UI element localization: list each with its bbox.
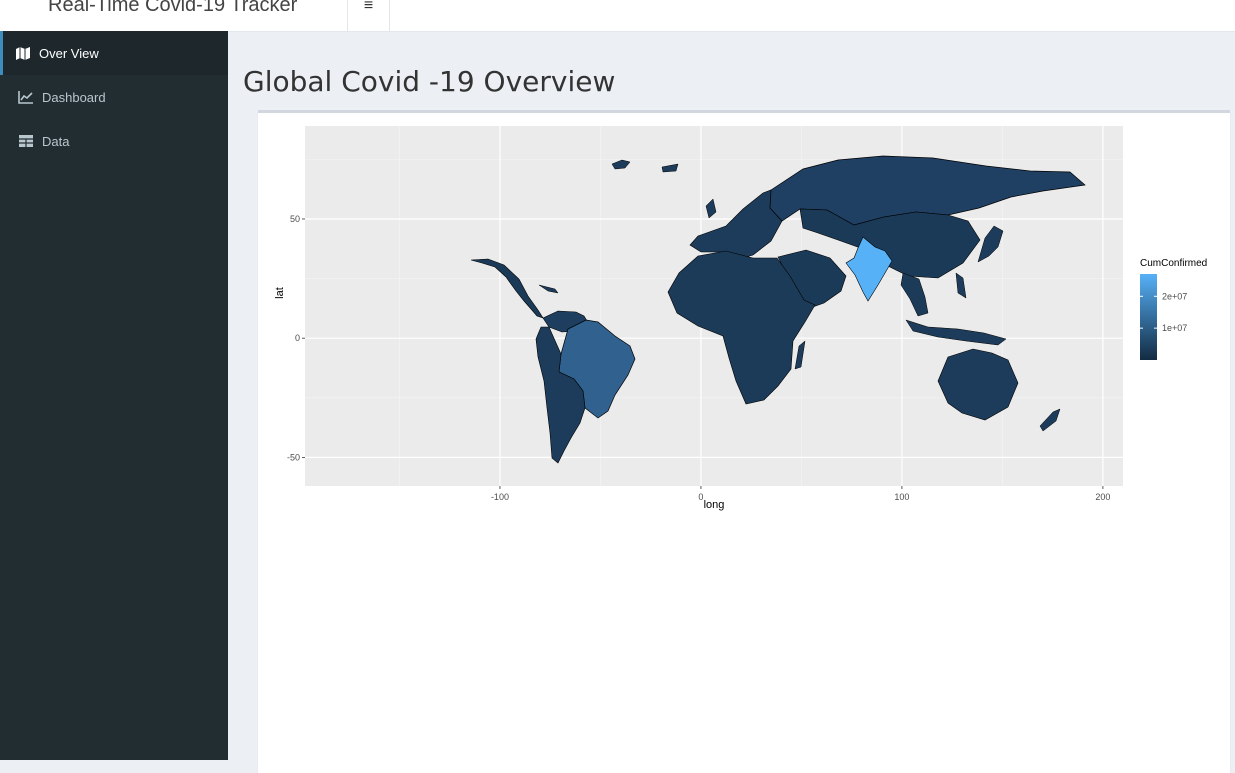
country-southeast-asia [900, 272, 929, 317]
legend-label: 1e+07 [1162, 323, 1187, 333]
y-tick-label: 0 [295, 333, 300, 343]
hamburger-icon: ≡ [363, 0, 374, 14]
country-europe [689, 189, 783, 260]
sidebar-toggle-button[interactable]: ≡ [347, 0, 390, 31]
sidebar-item-over-view[interactable]: Over View [0, 31, 228, 75]
sidebar-item-dashboard[interactable]: Dashboard [0, 75, 228, 119]
legend-label: 2e+07 [1162, 291, 1187, 301]
page-title: Global Covid -19 Overview [243, 65, 616, 98]
country-madagascar [794, 340, 806, 370]
legend-title: CumConfirmed [1140, 258, 1207, 269]
x-tick-label: 200 [1095, 492, 1110, 502]
y-tick-label: -50 [287, 452, 300, 462]
main-content: Global Covid -19 Overview [228, 31, 1235, 773]
x-tick-label: -100 [491, 492, 509, 502]
sidebar-item-label: Dashboard [42, 89, 106, 105]
table-icon [19, 135, 33, 147]
sidebar-item-label: Data [42, 133, 70, 149]
country-japan [977, 225, 1004, 263]
country-philippines [955, 272, 967, 299]
country-caribbean [538, 284, 559, 294]
country-africa [667, 250, 816, 405]
country-china-central-asia [799, 208, 981, 279]
country-andes-southern-cone [535, 326, 586, 464]
y-tick-label: 50 [290, 214, 300, 224]
x-axis-label: long [704, 499, 725, 511]
sidebar-item-label: Over View [39, 45, 99, 61]
country-north-america [470, 258, 544, 319]
country-australia [937, 348, 1019, 421]
app-title: Real-Time Covid-19 Tracker [48, 0, 298, 16]
country-arctic-islands [611, 159, 631, 170]
sidebar-item-data[interactable]: Data [0, 119, 228, 163]
x-tick-label: 100 [894, 492, 909, 502]
axes: -100 0 100 200 -50 0 50 [287, 214, 1110, 502]
country-uk [705, 198, 717, 219]
country-indonesia [905, 319, 1007, 346]
legend: CumConfirmed 2e+07 1e+07 [1140, 258, 1207, 360]
country-india [845, 236, 893, 302]
country-new-zealand [1039, 408, 1061, 432]
legend-colorbar [1140, 274, 1157, 360]
country-iceland [661, 163, 679, 173]
world-map-chart: -100 0 100 200 -50 0 50 long lat CumConfirmed … [274, 126, 1207, 511]
map-panel: -100 0 100 200 -50 0 50 long lat CumConfirmed … [258, 110, 1230, 773]
sidebar: Over View Dashboard Data [0, 31, 228, 760]
map-icon [16, 47, 30, 60]
y-axis-label: lat [274, 287, 286, 299]
line-chart-icon [18, 91, 33, 104]
header-bar: Real-Time Covid-19 Tracker ≡ [0, 0, 1235, 32]
x-tick-label: 0 [698, 492, 703, 502]
country-shapes [470, 155, 1086, 464]
